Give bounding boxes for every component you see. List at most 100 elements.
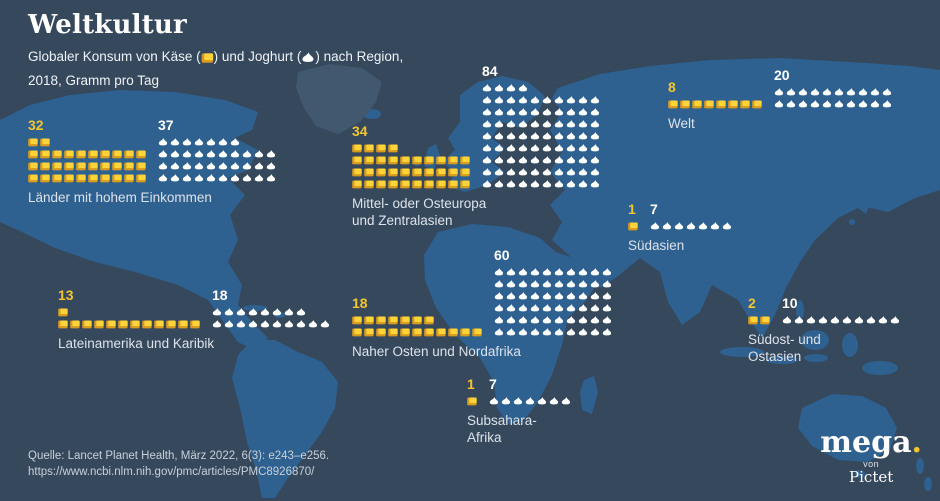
- yogurt-icon: [482, 83, 492, 93]
- pictogram-row: [482, 143, 600, 153]
- yogurt-icon: [489, 396, 499, 406]
- yogurt-icon: [786, 87, 796, 97]
- yogurt-icon: [554, 119, 564, 129]
- pictogram-row: [489, 396, 571, 406]
- cheese-icon: [460, 155, 470, 165]
- yogurt-icon: [266, 161, 276, 171]
- yogurt-icon: [530, 107, 540, 117]
- yogurt-icon: [284, 319, 294, 329]
- yogurt-icon: [224, 319, 234, 329]
- land-sulawesi: [842, 333, 858, 357]
- cheese-icon: [52, 161, 62, 171]
- pictogram-row: [352, 179, 470, 189]
- land-japan: [858, 188, 872, 214]
- yogurt-icon: [301, 49, 315, 64]
- yogurt-icon: [842, 315, 852, 325]
- yogurt-icon: [194, 161, 204, 171]
- logo-von: von: [863, 459, 880, 469]
- region-label: Länder mit hohem Einkommen: [28, 189, 276, 206]
- cheese-icon: [748, 315, 758, 325]
- cheese-icon: [448, 167, 458, 177]
- cheese-group: 32: [28, 118, 146, 183]
- yogurt-icon: [518, 107, 528, 117]
- cheese-icon: [28, 149, 38, 159]
- yogurt-icon: [518, 131, 528, 141]
- cheese-icon: [100, 161, 110, 171]
- yogurt-icon: [158, 149, 168, 159]
- pictogram-row: [352, 167, 470, 177]
- cheese-icon: [460, 167, 470, 177]
- yogurt-icon: [501, 396, 511, 406]
- cheese-icon: [436, 167, 446, 177]
- yogurt-icon: [537, 396, 547, 406]
- yogurt-icon: [518, 315, 528, 325]
- yogurt-grid: [212, 307, 330, 329]
- cheese-icon: [88, 149, 98, 159]
- yogurt-icon: [554, 327, 564, 337]
- yogurt-icon: [782, 315, 792, 325]
- yogurt-icon: [561, 396, 571, 406]
- yogurt-icon: [518, 179, 528, 189]
- yogurt-icon: [590, 303, 600, 313]
- yogurt-grid: [482, 83, 600, 189]
- yogurt-icon: [506, 315, 516, 325]
- yogurt-icon: [774, 99, 784, 109]
- yogurt-icon: [158, 173, 168, 183]
- cheese-icon: [76, 161, 86, 171]
- page-title: Weltkultur: [28, 10, 187, 40]
- yogurt-icon: [554, 267, 564, 277]
- pictogram-row: [352, 155, 470, 165]
- region-label: Mittel- oder Osteuropa und Zentralasien: [352, 195, 600, 229]
- yogurt-icon: [206, 137, 216, 147]
- pictogram-row: [482, 155, 600, 165]
- yogurt-grid: [650, 221, 732, 231]
- yogurt-icon: [194, 173, 204, 183]
- yogurt-icon: [834, 87, 844, 97]
- yogurt-icon: [506, 291, 516, 301]
- yogurt-icon: [566, 167, 576, 177]
- pictogram-groups: 8 20: [668, 68, 892, 109]
- region-label: Welt: [668, 115, 892, 132]
- cheese-icon: [400, 179, 410, 189]
- pictogram-groups: 32 37: [28, 118, 276, 183]
- yogurt-icon: [494, 303, 504, 313]
- yogurt-group: 7: [489, 377, 571, 406]
- yogurt-icon: [590, 95, 600, 105]
- yogurt-icon: [602, 279, 612, 289]
- region-label-line: Südasien: [628, 238, 685, 253]
- yogurt-icon: [320, 319, 330, 329]
- subtitle-line1: Globaler Konsum von Käse () und Joghurt …: [28, 45, 403, 69]
- cheese-count: 34: [352, 123, 368, 139]
- cheese-icon: [704, 99, 714, 109]
- yogurt-icon: [578, 179, 588, 189]
- yogurt-icon: [494, 315, 504, 325]
- yogurt-icon: [170, 149, 180, 159]
- region-label-line: Welt: [668, 116, 695, 131]
- yogurt-icon: [494, 279, 504, 289]
- cheese-icon: [716, 99, 726, 109]
- yogurt-icon: [590, 179, 600, 189]
- yogurt-icon: [858, 87, 868, 97]
- yogurt-icon: [296, 307, 306, 317]
- cheese-group: 13: [58, 288, 200, 329]
- yogurt-icon: [578, 119, 588, 129]
- cheese-icon: [58, 307, 68, 317]
- region-label-line: Subsahara-: [467, 413, 537, 428]
- yogurt-icon: [882, 99, 892, 109]
- logo-brand-dot: .: [911, 425, 922, 460]
- yogurt-icon: [296, 319, 306, 329]
- yogurt-icon: [542, 315, 552, 325]
- yogurt-icon: [506, 327, 516, 337]
- cheese-icon: [28, 161, 38, 171]
- yogurt-icon: [482, 107, 492, 117]
- cheese-icon: [142, 319, 152, 329]
- land-madagascar: [580, 376, 598, 414]
- yogurt-icon: [506, 167, 516, 177]
- yogurt-icon: [542, 107, 552, 117]
- cheese-icon: [424, 167, 434, 177]
- yogurt-icon: [542, 291, 552, 301]
- cheese-group: 34: [352, 124, 470, 189]
- yogurt-icon: [578, 95, 588, 105]
